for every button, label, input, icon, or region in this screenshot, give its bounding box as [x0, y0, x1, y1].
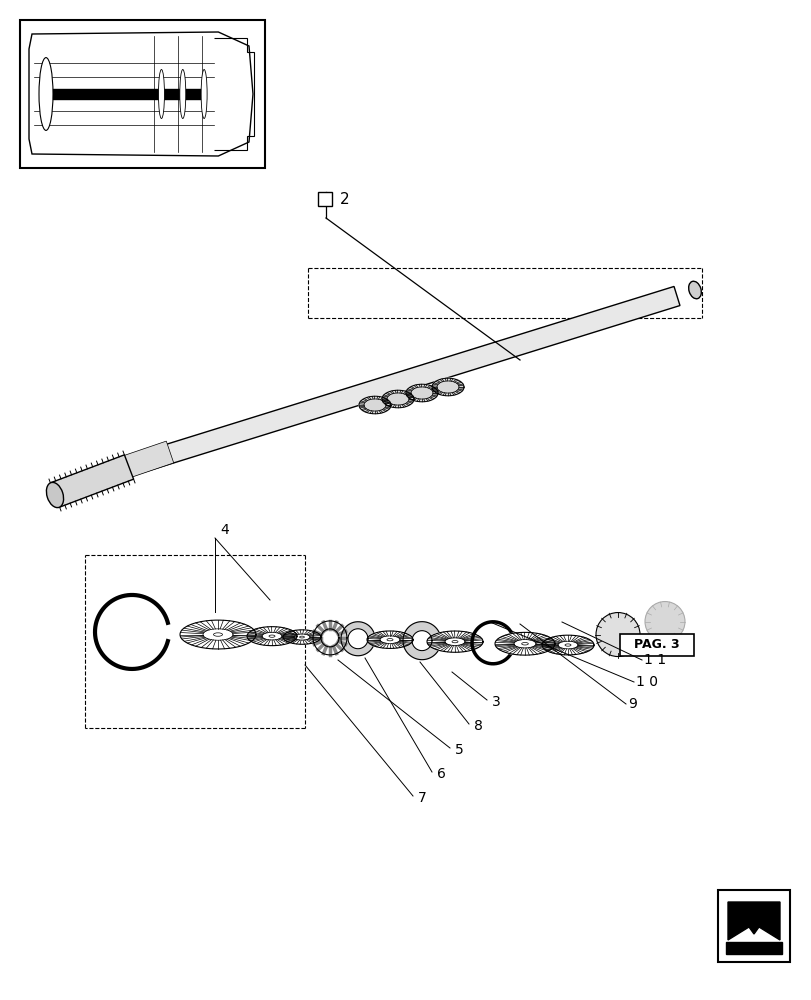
Polygon shape [725, 942, 781, 954]
Text: 8: 8 [474, 719, 483, 733]
Polygon shape [341, 622, 375, 656]
Ellipse shape [564, 644, 570, 646]
Polygon shape [541, 635, 594, 655]
Polygon shape [50, 455, 134, 507]
Text: 6: 6 [436, 767, 445, 781]
Polygon shape [348, 629, 367, 649]
Polygon shape [495, 632, 554, 655]
Polygon shape [124, 286, 679, 477]
Ellipse shape [387, 639, 393, 641]
Polygon shape [406, 384, 437, 402]
Polygon shape [119, 441, 174, 479]
Ellipse shape [201, 70, 207, 119]
Ellipse shape [299, 636, 304, 638]
Text: 1 0: 1 0 [635, 675, 657, 689]
Polygon shape [358, 396, 391, 414]
Polygon shape [431, 378, 463, 396]
Bar [20, 20, 264, 168]
Polygon shape [367, 631, 413, 648]
Polygon shape [180, 620, 255, 649]
Text: 2: 2 [340, 192, 350, 207]
Ellipse shape [452, 641, 457, 643]
Text: 3: 3 [491, 695, 500, 709]
Ellipse shape [595, 613, 639, 657]
Text: 1 1: 1 1 [643, 653, 665, 667]
Polygon shape [283, 630, 320, 644]
Text: 4: 4 [220, 523, 229, 537]
Text: 5: 5 [454, 743, 463, 757]
Text: PAG. 3: PAG. 3 [633, 639, 679, 652]
Text: 9: 9 [627, 697, 636, 711]
Bar [318, 192, 332, 206]
Polygon shape [427, 631, 483, 652]
Ellipse shape [179, 70, 186, 119]
Polygon shape [247, 627, 297, 646]
Ellipse shape [521, 642, 528, 645]
Polygon shape [402, 622, 440, 660]
Ellipse shape [268, 635, 275, 637]
Bar [717, 890, 789, 962]
Ellipse shape [158, 70, 165, 119]
Bar [620, 634, 693, 656]
Ellipse shape [688, 281, 701, 299]
Ellipse shape [46, 482, 63, 508]
Ellipse shape [644, 602, 684, 642]
Polygon shape [727, 902, 779, 940]
Ellipse shape [213, 633, 222, 636]
Text: 7: 7 [418, 791, 427, 805]
Polygon shape [411, 631, 431, 651]
Polygon shape [381, 390, 414, 408]
Ellipse shape [39, 58, 53, 130]
